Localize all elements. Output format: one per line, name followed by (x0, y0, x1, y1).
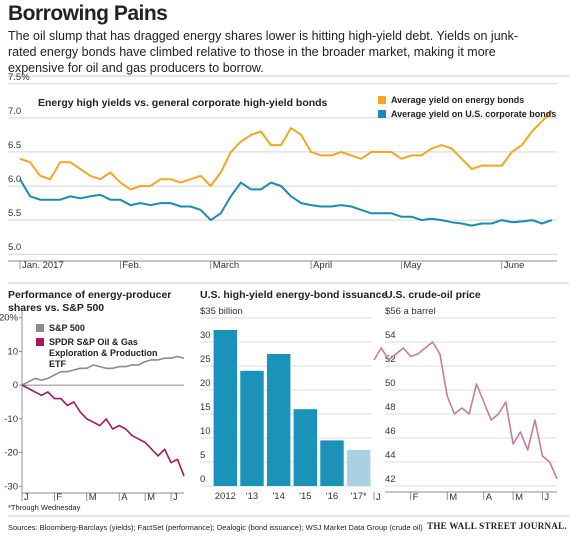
series-line (21, 355, 185, 386)
legend-item: S&P 500 (36, 323, 171, 334)
y-tick-label: -10 (4, 414, 18, 425)
legend-item: SPDR S&P Oil & Gas Exploration & Product… (36, 337, 171, 370)
x-tick-label: J (24, 492, 29, 503)
y-tick-label: 42 (385, 474, 396, 485)
y-tick-label: 20% (0, 313, 19, 324)
x-tick-label: M (147, 492, 155, 503)
x-tick-label: J (173, 492, 178, 503)
x-tick-label: 2012 (215, 491, 236, 502)
x-tick-label: '14 (272, 491, 284, 502)
x-tick-label: June (504, 260, 525, 271)
x-tick-label: '16 (326, 491, 338, 502)
source: Sources: Bloomberg-Barclays (yields); Fa… (8, 523, 423, 532)
bar (213, 330, 238, 486)
footnote: *Through Wednesday (8, 503, 81, 512)
y-tick-label: 50 (385, 378, 396, 389)
y-tick-label: 20 (200, 378, 211, 389)
y-tick-label: 10 (200, 426, 211, 437)
x-tick-label: A (121, 492, 128, 503)
bar (266, 354, 291, 486)
y-tick-label: 0 (200, 474, 205, 485)
legend-swatch (36, 338, 44, 346)
legend-item: Average yield on U.S. corporate bonds (378, 109, 568, 120)
x-tick-label: A (486, 492, 493, 503)
y-tick-label: 48 (385, 402, 396, 413)
legend-item: Average yield on energy bonds (378, 95, 568, 106)
legend-swatch (36, 324, 44, 332)
y-tick-label: 6.0 (8, 174, 21, 185)
y-tick-label: 54 (385, 330, 396, 341)
y-tick-label: 5.5 (8, 208, 21, 219)
y-tick-label: 6.5 (8, 140, 21, 151)
y-tick-label: 10 (7, 346, 18, 357)
legend-label: SPDR S&P Oil & Gas Exploration & Product… (49, 337, 158, 369)
legend-label: Average yield on U.S. corporate bonds (391, 109, 557, 119)
y-tick-label: -20 (4, 448, 18, 459)
bar (240, 370, 264, 486)
publisher: THE WALL STREET JOURNAL. (427, 521, 567, 531)
bar (293, 409, 318, 486)
x-tick-label: '13 (246, 491, 258, 502)
y-tick-label: 46 (385, 426, 396, 437)
series-line (19, 178, 553, 227)
description: The oil slump that has dragged energy sh… (8, 29, 519, 75)
legend: Average yield on energy bonds Average yie… (378, 95, 568, 123)
x-tick-label: J (376, 492, 381, 503)
x-tick-label: March (213, 260, 239, 271)
bar (320, 440, 344, 486)
x-tick-label: J (544, 492, 549, 503)
x-tick-label: F (56, 492, 62, 503)
chart-title: Performance of energy-producer shares vs… (8, 289, 172, 314)
series-line (19, 110, 553, 191)
x-tick-label: April (313, 260, 332, 271)
legend-label: S&P 500 (49, 323, 85, 333)
y-tick-label: -30 (4, 481, 18, 492)
page-title: Borrowing Pains (8, 2, 168, 25)
y-tick-label: 15 (200, 402, 211, 413)
x-tick-label: F (413, 492, 419, 503)
legend-label: Average yield on energy bonds (391, 95, 525, 105)
series-line (21, 384, 185, 477)
x-tick-label: Jan. 2017 (22, 260, 64, 271)
series-line (373, 341, 558, 480)
y-tick-label: 5 (200, 450, 205, 461)
x-tick-label: M (449, 492, 457, 503)
y-tick-label: $35 billion (200, 306, 243, 317)
y-tick-label: 7.5% (8, 72, 30, 83)
legend-swatch (378, 110, 386, 118)
y-tick-label: 44 (385, 450, 396, 461)
chart-title: Energy high yields vs. general corporate… (38, 97, 328, 109)
legend-swatch (378, 96, 386, 104)
y-tick-label: 25 (200, 354, 211, 365)
chart-title: U.S. crude-oil price (385, 289, 481, 301)
y-tick-label: 0 (13, 380, 18, 391)
y-tick-label: $56 a barrel (385, 306, 436, 317)
chart-title: U.S. high-yield energy-bond issuance (200, 289, 388, 301)
x-tick-label: '17* (351, 491, 367, 502)
legend: S&P 500 SPDR S&P Oil & Gas Exploration & … (36, 323, 171, 373)
x-tick-label: May (403, 260, 421, 271)
x-tick-label: '15 (299, 491, 311, 502)
x-tick-label: M (89, 492, 97, 503)
x-tick-label: M (515, 492, 523, 503)
y-tick-label: 5.0 (8, 242, 21, 253)
x-tick-label: Feb. (122, 260, 141, 271)
y-tick-label: 30 (200, 330, 211, 341)
y-tick-label: 7.0 (8, 106, 21, 117)
bar (346, 450, 371, 486)
